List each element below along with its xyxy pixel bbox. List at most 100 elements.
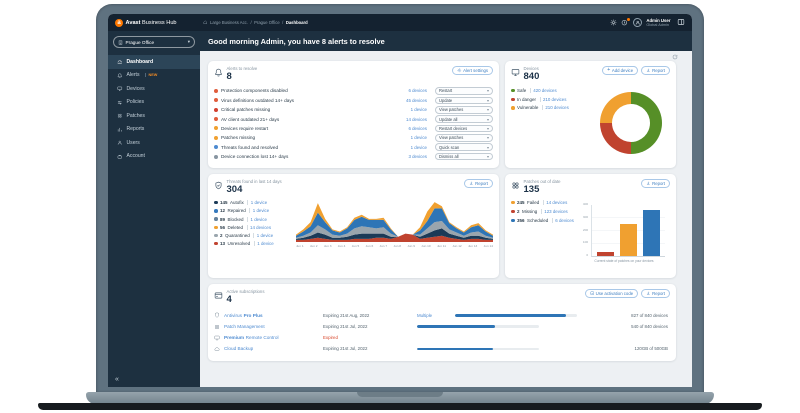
legend-dot [214, 225, 218, 230]
alerts-list: Protection components disabled 6 devices… [214, 86, 493, 161]
settings-gear-icon[interactable] [610, 19, 617, 26]
legend-devices-link[interactable]: 210 devices [541, 105, 569, 111]
alert-devices-link[interactable]: 14 devices [406, 116, 427, 122]
alert-devices-link[interactable]: 1 device [410, 144, 427, 150]
subscriptions-report-button[interactable]: Report [641, 289, 670, 298]
alert-devices-link[interactable]: 45 devices [406, 97, 427, 103]
x-axis-label: Jun 11 [436, 243, 446, 248]
sidebar-item-patches[interactable]: Patches [108, 109, 200, 123]
subscription-expiry: Expiring 21st Aug, 2022 [323, 312, 370, 318]
legend-devices-link[interactable]: 14 devices [542, 200, 567, 206]
notifications-icon[interactable] [621, 17, 630, 26]
alert-action-select[interactable]: Update all ▾ [435, 115, 493, 123]
breadcrumb-item[interactable]: Large Business Acc. [210, 20, 248, 25]
subscription-name[interactable]: Premium Remote Control [224, 335, 319, 340]
site-selector[interactable]: Prague Office ▾ [113, 36, 195, 48]
alert-devices-link[interactable]: 1 device [410, 107, 427, 113]
legend-devices-link[interactable]: 1 device [253, 232, 273, 238]
sidebar-item-label: Account [126, 153, 145, 160]
legend-label: Autofix [230, 200, 244, 206]
download-icon [647, 69, 650, 73]
console-switcher-icon[interactable] [677, 18, 685, 26]
bell-icon [214, 68, 223, 77]
legend-devices-link[interactable]: 1 device [247, 216, 267, 222]
laptop-base-notch [357, 392, 443, 397]
sidebar-item-users[interactable]: Users [108, 136, 200, 150]
alert-devices-link[interactable]: 6 devices [408, 125, 427, 131]
legend-label: Missing [522, 209, 538, 215]
legend-devices-link[interactable]: 123 devices [540, 209, 568, 215]
activation-code-icon [590, 291, 594, 296]
sidebar-item-label: Patches [126, 112, 145, 119]
legend-devices-link[interactable]: 210 devices [539, 96, 566, 102]
patch-management-icon [214, 324, 220, 330]
devices-count: 840 [523, 71, 540, 83]
devices-report-button[interactable]: Report [641, 66, 670, 75]
alert-action-select[interactable]: Restart devices ▾ [435, 124, 493, 133]
button-label: Use activation code [595, 291, 634, 296]
laptop-screen-bezel: a Avast Business Hub Large Business Acc.… [96, 4, 704, 393]
legend-devices-link[interactable]: 6 devices [551, 218, 574, 224]
multiple-link[interactable]: Multiple [417, 312, 433, 318]
avatar[interactable] [632, 17, 642, 27]
subscription-name[interactable]: Antivirus Pro Plus [224, 313, 319, 318]
selected-action-label: Dismiss all [439, 154, 459, 160]
sidebar-item-dashboard[interactable]: Dashboard [108, 55, 200, 69]
shield-icon [214, 181, 223, 190]
alert-devices-link[interactable]: 1 device [410, 135, 427, 141]
add-device-button[interactable]: + Add device [602, 66, 639, 75]
monitor-icon [511, 68, 520, 77]
progress-fill [455, 314, 567, 317]
legend-item: 356 Scheduled 6 devices [511, 218, 578, 224]
sidebar-item-reports[interactable]: Reports [108, 123, 200, 137]
area-series-autofix [296, 228, 493, 241]
bar-chart-caption: Current state of patches on your devices [594, 259, 654, 264]
alert-devices-link[interactable]: 3 devices [408, 154, 427, 160]
subscription-row: Patch Management Expiring 21st Jul, 2022… [214, 321, 670, 332]
legend-count: 12 [220, 208, 226, 214]
donut-hole [612, 104, 650, 143]
alert-action-select[interactable]: Restart ▾ [435, 87, 493, 95]
patches-report-button[interactable]: Report [641, 179, 670, 188]
subscription-name[interactable]: Cloud Backup [224, 346, 319, 351]
alert-action-select[interactable]: View patches ▾ [435, 134, 493, 142]
sidebar-item-alerts[interactable]: Alerts NEW [108, 69, 200, 83]
selected-action-label: Restart devices [439, 125, 468, 131]
legend-devices-link[interactable]: 14 devices [246, 224, 271, 230]
refresh-icon[interactable] [672, 54, 678, 60]
legend-devices-link[interactable]: 1 device [253, 241, 274, 247]
alert-action-select[interactable]: Quick scan ▾ [435, 143, 493, 152]
sidebar-item-policies[interactable]: Policies [108, 96, 200, 110]
subscription-expiry: Expiring 21st Jul, 2022 [323, 324, 368, 330]
legend-dot [214, 233, 218, 238]
breadcrumb-separator: / [250, 20, 252, 25]
threats-report-button[interactable]: Report [464, 179, 493, 188]
alert-row: Devices require restart 6 devices Restar… [214, 124, 493, 133]
alert-action-select[interactable]: Update ▾ [435, 96, 493, 105]
sidebar-item-label: Policies [126, 99, 145, 106]
sidebar-collapse-button[interactable]: « [115, 376, 119, 383]
avast-logo[interactable]: a Avast Business Hub [115, 18, 199, 27]
button-label: Alert settings [463, 68, 488, 73]
legend-devices-link[interactable]: 1 device [247, 200, 267, 206]
alert-action-select[interactable]: View patches ▾ [435, 105, 493, 114]
topbar: a Avast Business Hub Large Business Acc.… [108, 14, 692, 31]
use-activation-code-button[interactable]: Use activation code [584, 289, 639, 298]
alert-action-select[interactable]: Dismiss all ▾ [435, 152, 493, 161]
subscription-name[interactable]: Patch Management [224, 324, 319, 329]
legend-count: 245 [517, 200, 525, 206]
sidebar-item-devices[interactable]: Devices [108, 82, 200, 96]
alert-settings-button[interactable]: Alert settings [452, 66, 493, 75]
dashboard-screen: a Avast Business Hub Large Business Acc.… [108, 14, 692, 387]
breadcrumb-item[interactable]: Prague Office [254, 20, 280, 25]
topbar-actions: Admin User Global Admin [610, 18, 685, 28]
greeting-banner: Good morning Admin, you have 8 alerts to… [200, 31, 692, 51]
legend-devices-link[interactable]: 1 device [249, 208, 269, 214]
legend-item: 56 Deleted 14 devices [214, 224, 292, 230]
alert-devices-link[interactable]: 6 devices [408, 88, 427, 94]
user-block[interactable]: Admin User Global Admin [646, 18, 670, 28]
legend-devices-link[interactable]: 420 devices [529, 88, 557, 94]
threats-area-chart: Jun 1 Jun 2 Jun 3 Jun 4 Jun 5 Jun 6 Jun 7 Jun 8… [296, 200, 493, 249]
sidebar-item-account[interactable]: Account [108, 150, 200, 164]
logo-brand: Avast [125, 19, 141, 26]
